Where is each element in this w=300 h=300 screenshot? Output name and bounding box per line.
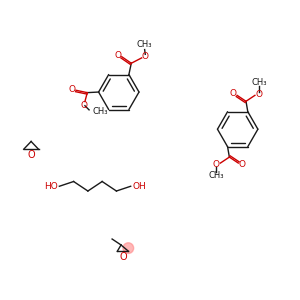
Text: O: O [142, 52, 149, 61]
Text: OH: OH [132, 182, 146, 191]
Text: O: O [230, 89, 237, 98]
Text: O: O [213, 160, 220, 169]
Text: HO: HO [44, 182, 58, 191]
Text: CH₃: CH₃ [208, 171, 224, 180]
Text: O: O [81, 101, 88, 110]
Text: CH₃: CH₃ [251, 78, 267, 87]
Text: CH₃: CH₃ [92, 106, 107, 116]
Text: O: O [69, 85, 76, 94]
Text: CH₃: CH₃ [137, 40, 152, 49]
Text: O: O [256, 90, 262, 99]
Text: O: O [238, 160, 246, 169]
Circle shape [123, 243, 134, 254]
Text: O: O [119, 252, 127, 262]
Text: O: O [27, 150, 35, 160]
Text: O: O [114, 51, 121, 60]
